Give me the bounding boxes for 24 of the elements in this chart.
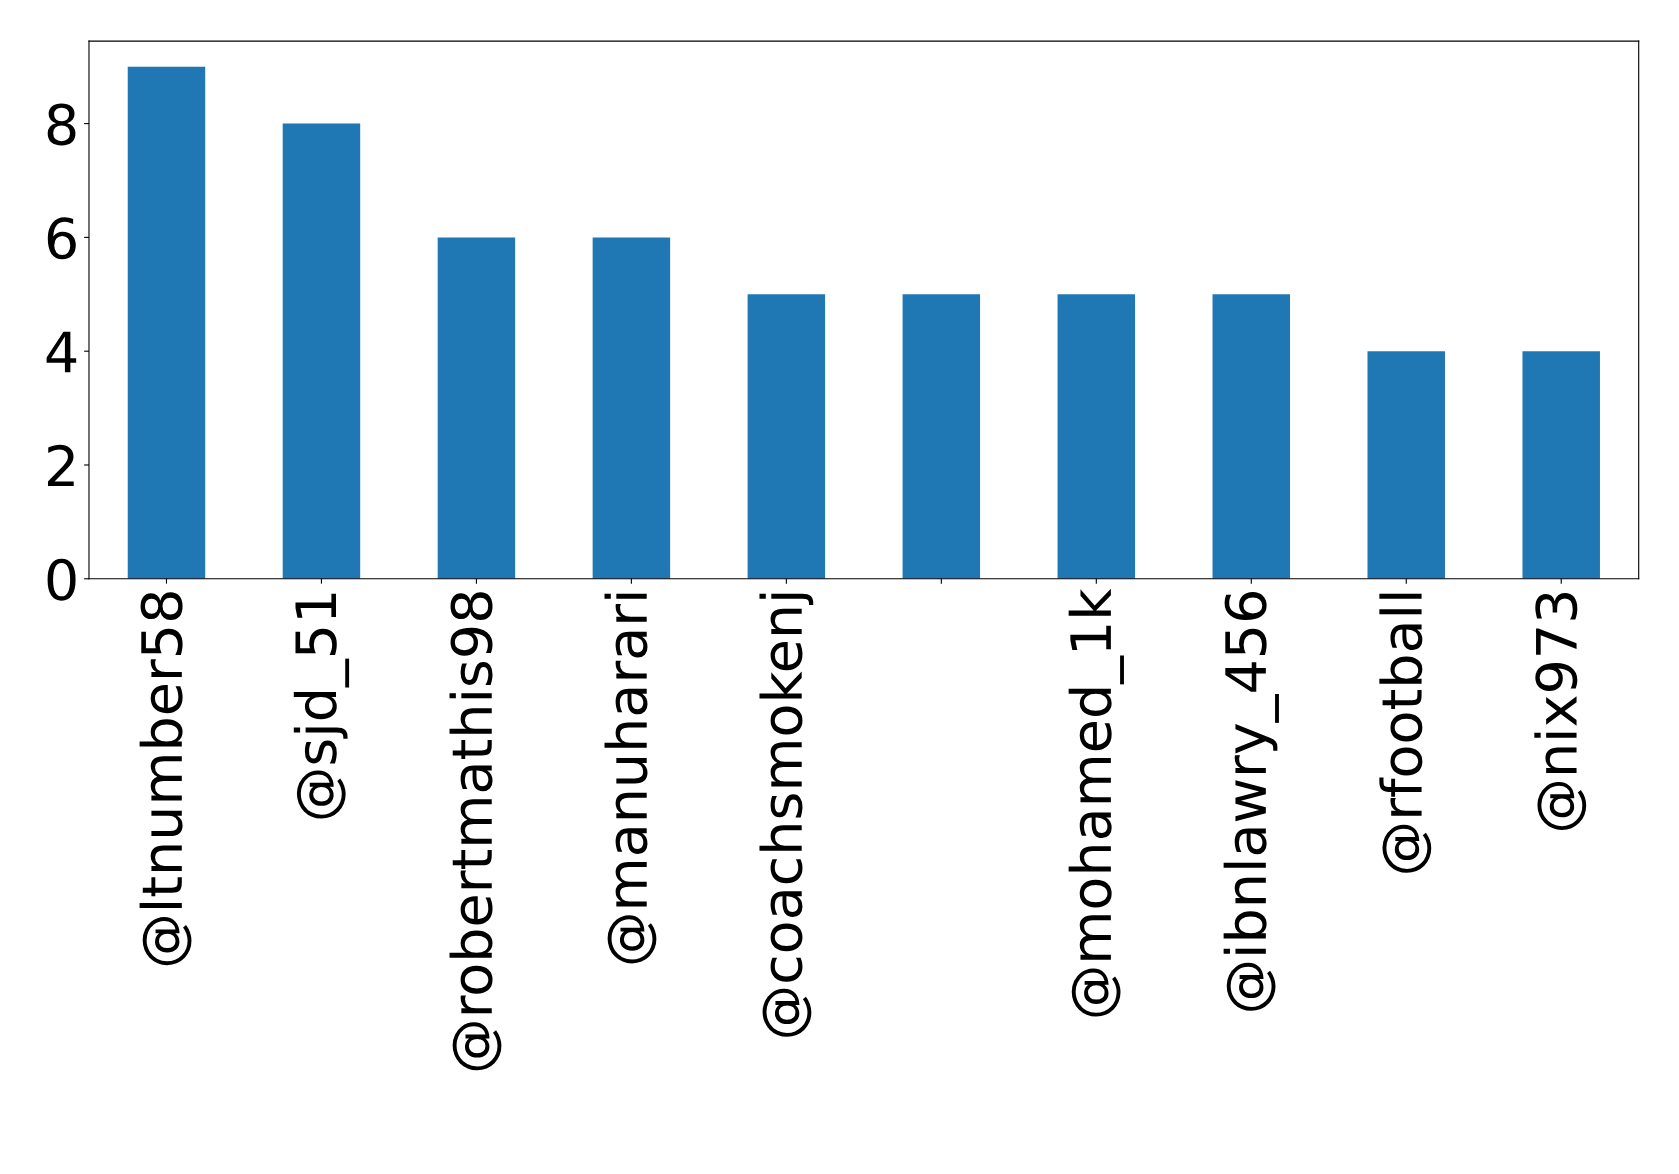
x-tick-label: @nix973	[1534, 592, 1587, 830]
x-tick-label: @manuharari	[604, 593, 657, 964]
bar	[1522, 351, 1600, 579]
bar	[747, 294, 826, 579]
x-tick-label: @rfootball	[1379, 593, 1432, 873]
bar	[902, 294, 981, 579]
y-tick-label: 2	[47, 444, 74, 487]
bar	[592, 237, 671, 579]
x-tick-label: @sjd_51	[293, 593, 350, 819]
bar	[1057, 294, 1136, 579]
bar	[282, 123, 361, 579]
bar	[1212, 294, 1291, 579]
y-tick-label: 6	[47, 217, 76, 260]
bar	[437, 237, 516, 579]
x-tick-label: @mohamed_1k	[1068, 588, 1124, 1017]
bar	[1367, 351, 1445, 579]
x-tick-label: @ibnlawry_456	[1223, 592, 1279, 1011]
x-tick-label: @coachsmokenj	[759, 593, 814, 1037]
x-tick-label: @ltnumber58	[139, 592, 192, 966]
y-tick-label: 0	[47, 558, 76, 601]
bar	[127, 66, 206, 579]
y-tick-label: 4	[46, 331, 77, 373]
y-tick-label: 8	[47, 103, 76, 146]
x-tick-label: @robertmathis98	[449, 592, 502, 1071]
